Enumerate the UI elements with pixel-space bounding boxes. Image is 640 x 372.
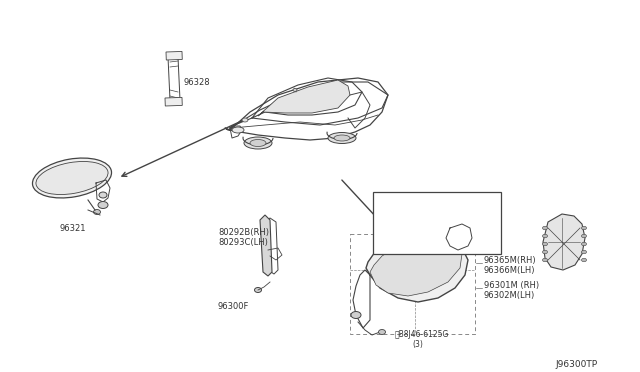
Ellipse shape (99, 192, 107, 198)
Text: 963C0N (RH): 963C0N (RH) (378, 210, 433, 219)
Text: 963C1N (LH): 963C1N (LH) (378, 220, 431, 229)
Ellipse shape (582, 234, 586, 238)
Text: 80292B(RH): 80292B(RH) (218, 228, 269, 237)
Polygon shape (258, 80, 350, 116)
Text: 96321: 96321 (60, 224, 86, 233)
Polygon shape (370, 241, 462, 296)
Ellipse shape (250, 140, 266, 147)
Ellipse shape (543, 226, 547, 230)
Ellipse shape (93, 209, 100, 215)
Text: NISMO□: NISMO□ (378, 197, 420, 206)
Ellipse shape (582, 250, 586, 254)
Polygon shape (260, 215, 272, 276)
Bar (166, 51, 182, 60)
Ellipse shape (232, 127, 244, 133)
Ellipse shape (543, 242, 547, 246)
Text: ⓇB8J46-6125G: ⓇB8J46-6125G (395, 330, 449, 339)
Bar (165, 97, 182, 106)
Ellipse shape (334, 135, 350, 141)
Ellipse shape (33, 158, 111, 198)
Text: 96365M(RH): 96365M(RH) (484, 256, 536, 265)
Ellipse shape (543, 250, 547, 254)
Ellipse shape (36, 161, 108, 195)
Ellipse shape (328, 132, 356, 144)
Ellipse shape (242, 118, 248, 122)
Text: J96300TP: J96300TP (555, 360, 597, 369)
Ellipse shape (582, 258, 586, 262)
Bar (373, 192, 501, 254)
Text: (3): (3) (412, 340, 423, 349)
Text: 96300F: 96300F (218, 302, 250, 311)
Ellipse shape (98, 202, 108, 208)
Text: 96328: 96328 (184, 78, 211, 87)
Ellipse shape (351, 311, 361, 318)
Text: 96366M(LH): 96366M(LH) (484, 266, 536, 275)
Text: 80293C(LH): 80293C(LH) (218, 238, 268, 247)
Ellipse shape (293, 89, 297, 92)
Ellipse shape (255, 288, 262, 292)
Text: 96301M (RH): 96301M (RH) (484, 281, 539, 290)
Polygon shape (366, 237, 468, 302)
Bar (350, 234, 475, 334)
Ellipse shape (582, 242, 586, 246)
Ellipse shape (543, 258, 547, 262)
Ellipse shape (582, 226, 586, 230)
Ellipse shape (378, 330, 385, 334)
Ellipse shape (244, 137, 272, 149)
Text: 96302M(LH): 96302M(LH) (484, 291, 535, 300)
Ellipse shape (543, 234, 547, 238)
Polygon shape (543, 214, 585, 270)
